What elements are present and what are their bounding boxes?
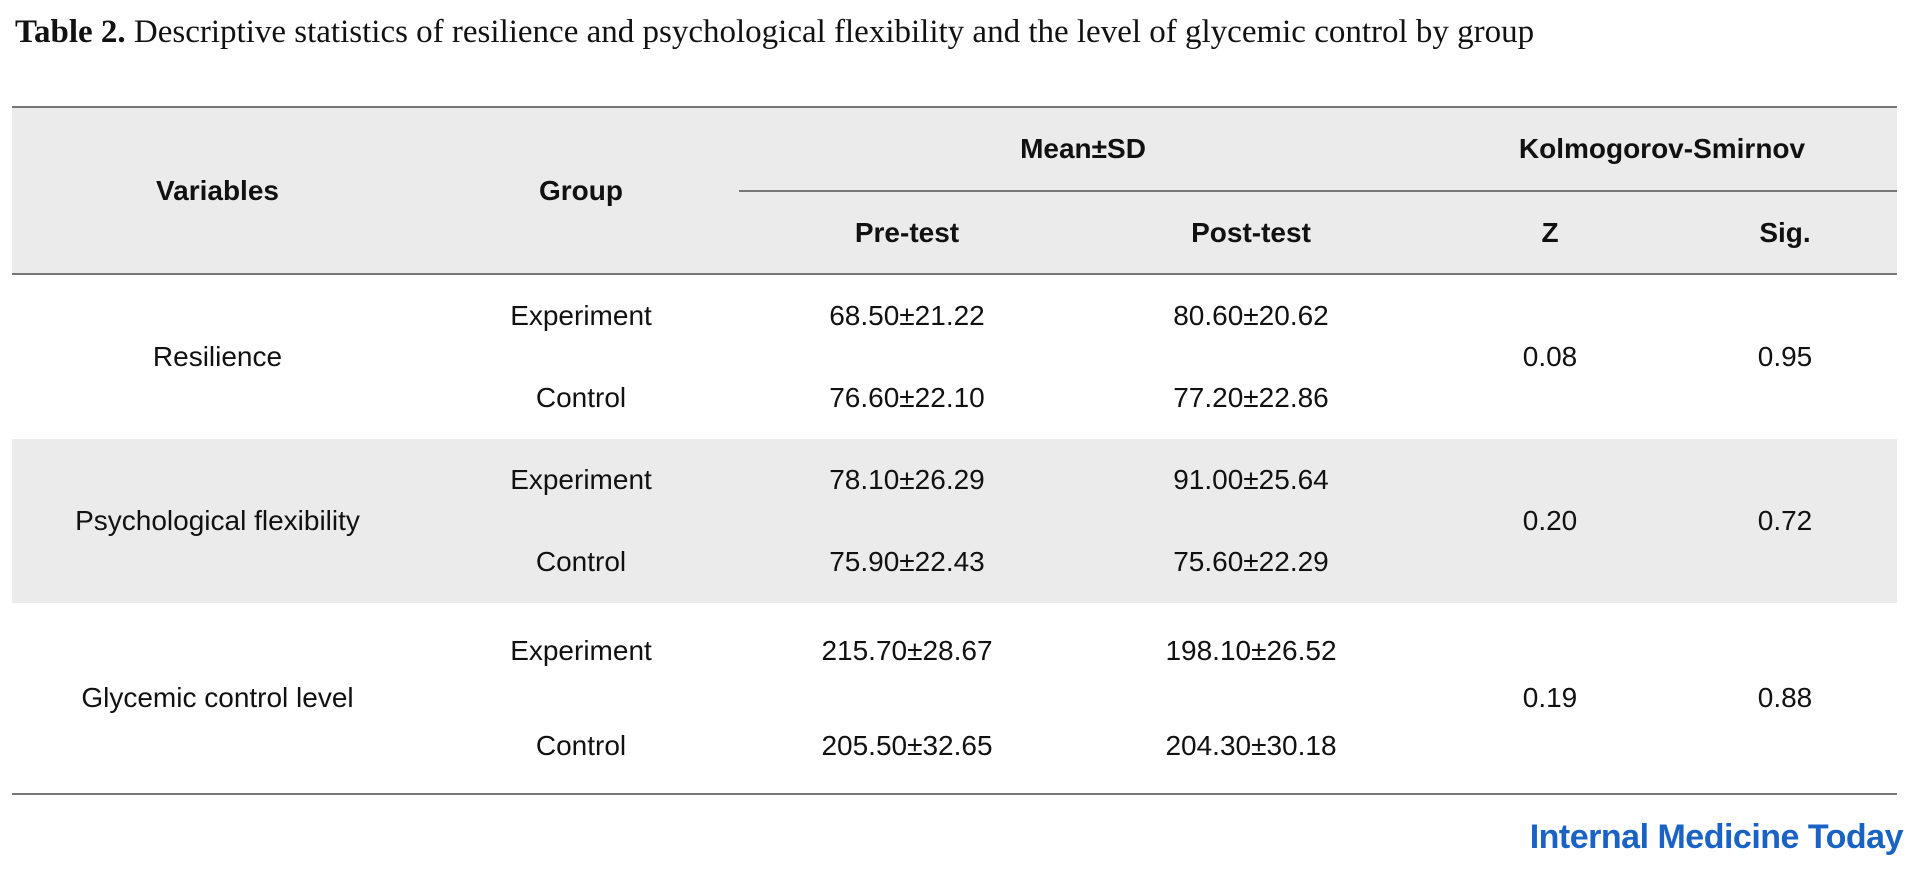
- header-cell: Kolmogorov-Smirnov: [1427, 107, 1897, 192]
- pre-cell: 68.50±21.22: [829, 300, 985, 331]
- pre-cell: 205.50±32.65: [821, 729, 993, 761]
- table-row: Control 76.60±22.10 77.20±22.86: [12, 357, 1897, 439]
- header-cell: Sig.: [1673, 191, 1897, 274]
- variable-cell: Psychological flexibility: [12, 439, 423, 603]
- pre-cell: 76.60±22.10: [829, 382, 985, 413]
- caption-label: Table 2.: [15, 14, 126, 50]
- sig-cell: 0.72: [1673, 439, 1897, 603]
- z-cell: 0.20: [1427, 439, 1673, 603]
- header-cell: Group: [423, 107, 739, 274]
- z-cell: 0.19: [1522, 682, 1578, 713]
- pre-cell: 215.70±28.67: [821, 634, 993, 666]
- variable-cell: Glycemic control level: [81, 682, 354, 713]
- table-row: Resilience Experiment 68.50±21.22 80.60±20.…: [12, 274, 1897, 372]
- row-group: Glycemic control level Experiment 215.70±2…: [12, 603, 1897, 794]
- post-cell: 75.60±22.29: [1075, 521, 1427, 603]
- post-cell: 204.30±30.18: [1165, 729, 1337, 761]
- header-cell: Post-test: [1075, 191, 1427, 274]
- row-group: Resilience Experiment 68.50±21.22 80.60±20.…: [12, 274, 1897, 439]
- post-cell: 91.00±25.64: [1075, 439, 1427, 521]
- header-cell: Variables: [12, 107, 423, 274]
- pre-cell: 75.90±22.43: [739, 521, 1075, 603]
- table-row: Control 75.90±22.43 75.60±22.29: [12, 521, 1897, 603]
- group-cell: Control: [535, 729, 627, 761]
- header-cell: Mean±SD: [739, 107, 1427, 192]
- group-cell: Control: [423, 521, 739, 603]
- group-cell: Control: [535, 382, 627, 413]
- header-cell: Pre-test: [739, 191, 1075, 274]
- table-row: Glycemic control level Experiment 215.70±2…: [12, 603, 1897, 714]
- header-cell: Z: [1427, 191, 1673, 274]
- caption-text: Descriptive statistics of resilience and…: [133, 14, 1535, 50]
- sig-cell: 0.88: [1757, 682, 1813, 713]
- z-cell: 0.08: [1522, 341, 1578, 372]
- row-group: Psychological flexibility Experiment 78.10…: [12, 439, 1897, 603]
- group-cell: Experiment: [510, 634, 652, 666]
- pre-cell: 78.10±26.29: [739, 439, 1075, 521]
- sig-cell: 0.95: [1757, 341, 1813, 372]
- table-header: Variables Group Mean±SD Kolmogorov-Smirn…: [12, 107, 1897, 274]
- post-cell: 77.20±22.86: [1173, 382, 1329, 413]
- post-cell: 198.10±26.52: [1165, 634, 1337, 666]
- table-row: Control 205.50±32.65 204.30±30.18: [12, 698, 1897, 794]
- post-cell: 80.60±20.62: [1173, 300, 1329, 331]
- table-row: Psychological flexibility Experiment 78.10…: [12, 439, 1897, 603]
- variable-cell: Resilience: [152, 341, 283, 372]
- group-cell: Experiment: [423, 439, 739, 521]
- group-cell: Experiment: [510, 300, 652, 331]
- stats-table: Variables Group Mean±SD Kolmogorov-Smirn…: [12, 106, 1897, 795]
- caption: Table 2. Descriptive statistics of resil…: [15, 14, 1534, 51]
- logo: Internal Medicine Today: [1529, 818, 1904, 856]
